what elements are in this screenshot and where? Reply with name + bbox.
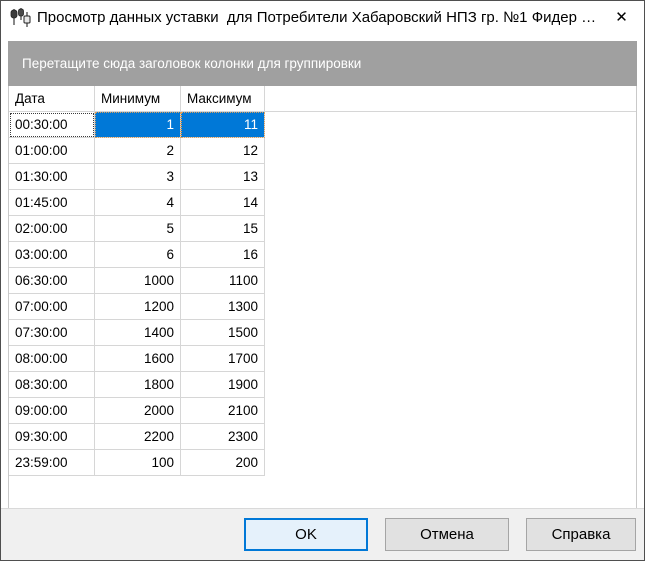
table-row[interactable]: 07:00:00 1200 1300 [9, 294, 636, 320]
cell-date[interactable]: 09:30:00 [9, 424, 95, 450]
table-row[interactable]: 01:45:00 4 14 [9, 190, 636, 216]
cell-date[interactable]: 01:45:00 [9, 190, 95, 216]
table-row[interactable]: 09:30:00 2200 2300 [9, 424, 636, 450]
table-body: 00:30:00 1 11 01:00:00 2 12 01:30:00 3 13 01:45:0… [9, 112, 636, 476]
cell-max[interactable]: 1500 [181, 320, 265, 346]
cell-min[interactable]: 100 [95, 450, 181, 476]
cell-max[interactable]: 11 [181, 112, 265, 138]
table-row[interactable]: 02:00:00 5 15 [9, 216, 636, 242]
cell-date[interactable]: 03:00:00 [9, 242, 95, 268]
table-row[interactable]: 07:30:00 1400 1500 [9, 320, 636, 346]
column-header-min[interactable]: Минимум [95, 86, 181, 111]
cell-min[interactable]: 3 [95, 164, 181, 190]
cell-max[interactable]: 200 [181, 450, 265, 476]
cell-max[interactable]: 1900 [181, 372, 265, 398]
title-bar: Просмотр данных уставки для Потребители … [1, 1, 644, 33]
table-row[interactable]: 09:00:00 2000 2100 [9, 398, 636, 424]
cell-date[interactable]: 06:30:00 [9, 268, 95, 294]
table-row[interactable]: 06:30:00 1000 1100 [9, 268, 636, 294]
cell-max[interactable]: 14 [181, 190, 265, 216]
table-row[interactable]: 01:00:00 2 12 [9, 138, 636, 164]
cell-min[interactable]: 1600 [95, 346, 181, 372]
help-button[interactable]: Справка [526, 518, 636, 551]
cell-min[interactable]: 5 [95, 216, 181, 242]
group-by-panel[interactable]: Перетащите сюда заголовок колонки для гр… [8, 41, 637, 86]
cell-date[interactable]: 07:00:00 [9, 294, 95, 320]
cell-max[interactable]: 1100 [181, 268, 265, 294]
cell-min[interactable]: 2000 [95, 398, 181, 424]
table-row[interactable]: 01:30:00 3 13 [9, 164, 636, 190]
table-row[interactable]: 23:59:00 100 200 [9, 450, 636, 476]
cell-max[interactable]: 1700 [181, 346, 265, 372]
dialog-footer: OK Отмена Справка [1, 508, 644, 560]
cell-min[interactable]: 2 [95, 138, 181, 164]
cell-date[interactable]: 01:00:00 [9, 138, 95, 164]
cell-date[interactable]: 23:59:00 [9, 450, 95, 476]
setpoints-icon [10, 8, 31, 27]
ok-button[interactable]: OK [244, 518, 368, 551]
cell-min[interactable]: 1200 [95, 294, 181, 320]
cell-date[interactable]: 01:30:00 [9, 164, 95, 190]
cell-max[interactable]: 12 [181, 138, 265, 164]
cell-max[interactable]: 15 [181, 216, 265, 242]
close-icon[interactable]: ✕ [599, 1, 644, 33]
table-row[interactable]: 03:00:00 6 16 [9, 242, 636, 268]
cell-min[interactable]: 1 [95, 112, 181, 138]
cell-max[interactable]: 2100 [181, 398, 265, 424]
grid-header-row: Дата Минимум Максимум [9, 86, 636, 112]
cell-max[interactable]: 2300 [181, 424, 265, 450]
column-header-max[interactable]: Максимум [181, 86, 265, 111]
cell-min[interactable]: 6 [95, 242, 181, 268]
table-row[interactable]: 00:30:00 1 11 [9, 112, 636, 138]
cell-max[interactable]: 13 [181, 164, 265, 190]
cell-min[interactable]: 4 [95, 190, 181, 216]
window-title: Просмотр данных уставки для Потребители … [37, 8, 599, 26]
cell-max[interactable]: 1300 [181, 294, 265, 320]
cell-date[interactable]: 02:00:00 [9, 216, 95, 242]
cell-min[interactable]: 2200 [95, 424, 181, 450]
cell-max[interactable]: 16 [181, 242, 265, 268]
cell-min[interactable]: 1000 [95, 268, 181, 294]
cancel-button[interactable]: Отмена [385, 518, 509, 551]
group-by-hint: Перетащите сюда заголовок колонки для гр… [22, 56, 362, 71]
table-row[interactable]: 08:30:00 1800 1900 [9, 372, 636, 398]
cell-date[interactable]: 08:00:00 [9, 346, 95, 372]
table-row[interactable]: 08:00:00 1600 1700 [9, 346, 636, 372]
cell-date[interactable]: 09:00:00 [9, 398, 95, 424]
cell-date[interactable]: 00:30:00 [9, 112, 95, 138]
cell-date[interactable]: 08:30:00 [9, 372, 95, 398]
cell-min[interactable]: 1400 [95, 320, 181, 346]
cell-date[interactable]: 07:30:00 [9, 320, 95, 346]
setpoint-grid: Дата Минимум Максимум 00:30:00 1 11 01:00:0… [8, 86, 637, 508]
column-header-date[interactable]: Дата [9, 86, 95, 111]
cell-min[interactable]: 1800 [95, 372, 181, 398]
